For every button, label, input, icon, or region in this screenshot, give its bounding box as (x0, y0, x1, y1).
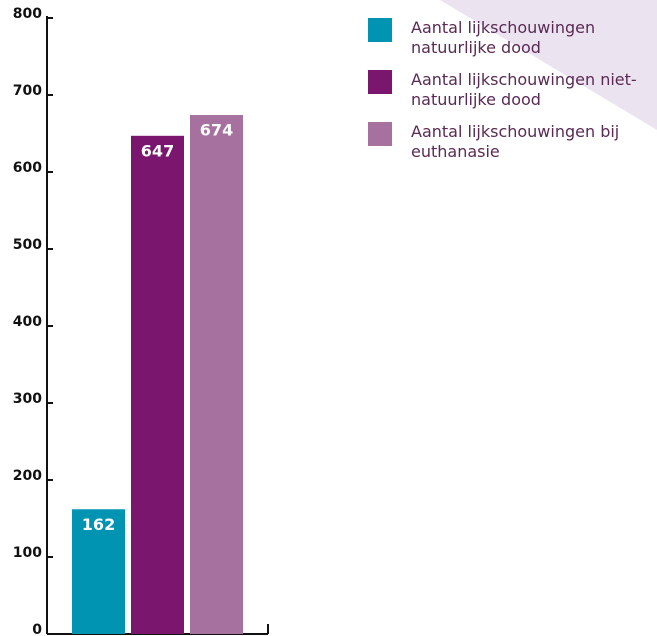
legend-item: Aantal lijkschouwingen natuurlijke dood (368, 18, 657, 58)
legend-item: Aantal lijkschouwingen bij euthanasie (368, 122, 657, 162)
y-tick-label: 700 (13, 83, 42, 99)
legend-swatch (368, 18, 392, 42)
bar (131, 135, 184, 634)
background-shape (440, 0, 657, 130)
bar (72, 509, 125, 634)
legend-swatch (368, 70, 392, 94)
value-label: 674 (200, 121, 233, 140)
legend-swatch (368, 122, 392, 146)
legend: Aantal lijkschouwingen natuurlijke dood A… (368, 18, 657, 174)
legend-item: Aantal lijkschouwingen niet-natuurlijke … (368, 70, 657, 110)
y-tick-label: 800 (13, 6, 42, 22)
legend-label: Aantal lijkschouwingen niet-natuurlijke … (411, 70, 637, 109)
y-tick-label: 300 (13, 391, 42, 407)
y-tick-label: 200 (13, 468, 42, 484)
legend-label: Aantal lijkschouwingen natuurlijke dood (411, 18, 596, 57)
value-label: 162 (82, 515, 115, 534)
y-tick-label: 500 (13, 237, 42, 253)
value-label: 647 (141, 141, 174, 160)
y-tick-label: 400 (13, 314, 42, 330)
bar (190, 115, 243, 634)
y-tick-label: 100 (13, 545, 42, 561)
y-tick-label: 600 (13, 160, 42, 176)
y-tick-label: 0 (32, 622, 42, 636)
legend-label: Aantal lijkschouwingen bij euthanasie (411, 122, 620, 161)
